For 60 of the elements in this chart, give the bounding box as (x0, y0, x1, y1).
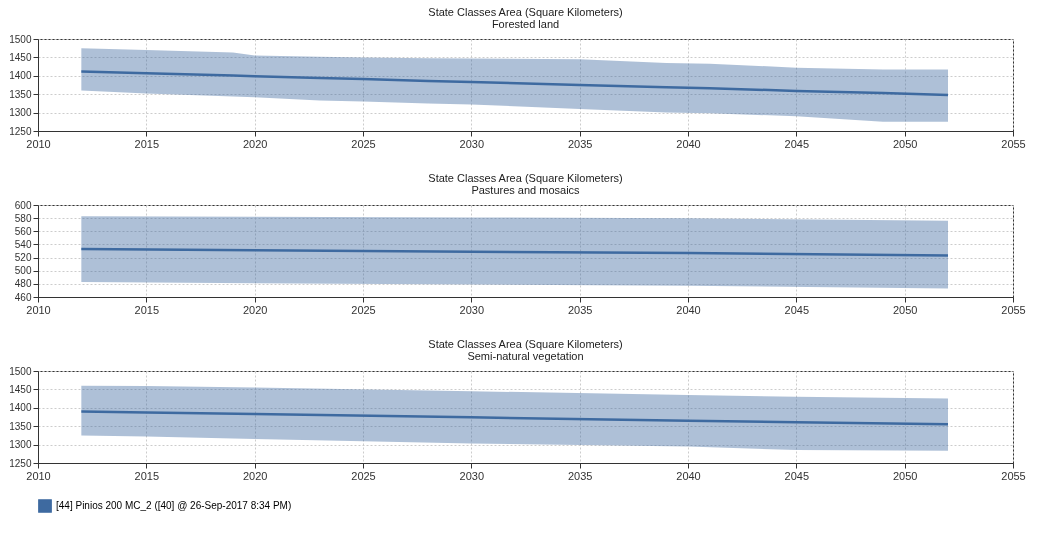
x-tick-label: 2050 (892, 137, 918, 150)
line-series (80, 247, 950, 257)
y-tick-label: 1400 (9, 70, 32, 82)
y-tick-label: 580 (14, 212, 32, 224)
y-tick-label: 560 (14, 225, 32, 237)
chart-title: State Classes Area (Square Kilometers) (428, 6, 623, 18)
y-tick-label: 1350 (9, 88, 32, 100)
x-tick-label: 2050 (892, 303, 918, 316)
x-tick-label: 2010 (26, 469, 51, 482)
x-tick-label: 2040 (676, 469, 701, 482)
x-tick-label: 2025 (351, 137, 376, 150)
chart-subtitle: Semi-natural vegetation (467, 350, 584, 362)
x-tick-label: 2015 (134, 303, 160, 316)
x-tick-label: 2040 (676, 303, 701, 316)
y-tick-label: 520 (14, 252, 32, 264)
x-tick-label: 2020 (242, 469, 268, 482)
y-tick-label: 1350 (9, 420, 32, 432)
x-tick-label: 2020 (242, 137, 268, 150)
chart-subtitle: Forested land (491, 18, 560, 30)
line-series (80, 410, 950, 426)
x-tick-label: 2030 (459, 303, 485, 316)
y-tick-label: 1450 (9, 51, 32, 63)
x-tick-label: 2025 (351, 469, 376, 482)
x-tick-label: 2050 (892, 469, 918, 482)
x-tick-label: 2030 (459, 137, 485, 150)
y-tick-label: 540 (14, 238, 32, 250)
x-tick-label: 2010 (26, 137, 51, 150)
x-tick-label: 2055 (1001, 303, 1026, 316)
y-tick-label: 1250 (9, 125, 32, 137)
y-tick-label: 1300 (9, 107, 32, 119)
y-tick-label: 1450 (9, 383, 32, 395)
x-tick-label: 2045 (784, 469, 810, 482)
y-tick-label: 500 (14, 265, 32, 277)
y-tick-label: 1400 (9, 402, 32, 414)
x-tick-label: 2015 (134, 469, 160, 482)
x-tick-label: 2030 (459, 469, 485, 482)
x-tick-label: 2015 (134, 137, 160, 150)
x-tick-label: 2055 (1001, 469, 1026, 482)
x-tick-label: 2035 (567, 469, 593, 482)
x-tick-label: 2055 (1001, 137, 1026, 150)
x-tick-label: 2045 (784, 137, 810, 150)
y-tick-label: 480 (14, 278, 32, 290)
x-tick-label: 2040 (676, 137, 701, 150)
chart-subtitle: Pastures and mosaics (471, 184, 581, 196)
x-tick-label: 2035 (567, 303, 593, 316)
x-tick-label: 2020 (242, 303, 268, 316)
x-tick-label: 2035 (567, 137, 593, 150)
x-tick-label: 2010 (26, 303, 51, 316)
y-tick-label: 1300 (9, 439, 32, 451)
y-tick-label: 600 (14, 199, 32, 211)
legend-label: [44] Pinios 200 MC_2 ([40] @ 26-Sep-2017 8:34 PM) (56, 500, 292, 511)
x-tick-label: 2025 (351, 303, 376, 316)
line-series (80, 70, 950, 97)
x-tick-label: 2045 (784, 303, 810, 316)
y-tick-label: 1500 (9, 33, 32, 45)
y-tick-label: 1250 (9, 457, 32, 469)
y-tick-label: 1500 (9, 365, 32, 377)
chart-title: State Classes Area (Square Kilometers) (428, 338, 623, 350)
y-tick-label: 460 (14, 291, 32, 303)
chart-title: State Classes Area (Square Kilometers) (428, 172, 623, 184)
